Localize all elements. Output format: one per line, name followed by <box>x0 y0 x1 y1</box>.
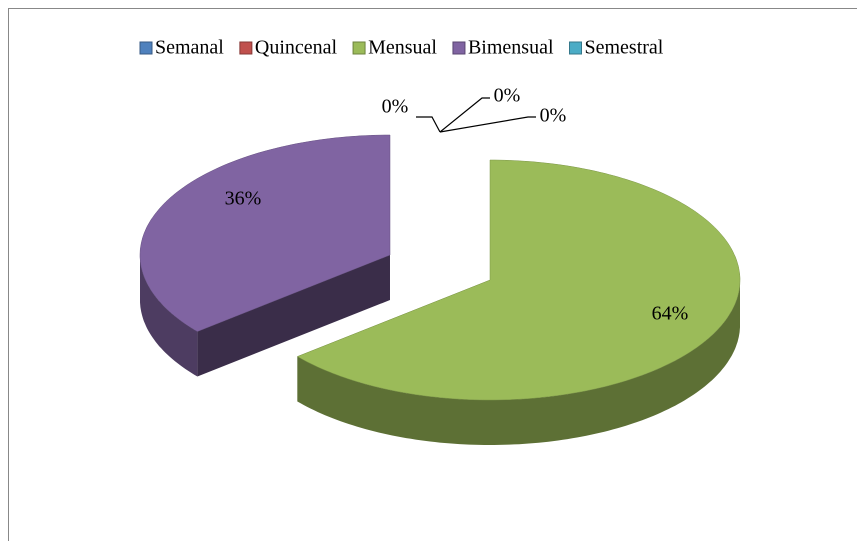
data-label: 0% <box>494 85 521 107</box>
legend-swatch <box>352 41 366 55</box>
legend: Semanal Quincenal Mensual Bimensual Semestra… <box>139 37 664 59</box>
slice <box>296 159 741 401</box>
legend-label: Semestral <box>585 37 664 59</box>
data-label: 0% <box>540 105 567 127</box>
leader-line <box>439 97 490 133</box>
legend-label: Semanal <box>155 37 224 59</box>
leader-line <box>439 116 536 133</box>
legend-swatch <box>239 41 253 55</box>
chart-frame <box>8 8 857 541</box>
slice-side <box>297 280 740 445</box>
legend-label: Mensual <box>368 37 437 59</box>
legend-swatch <box>452 41 466 55</box>
legend-swatch <box>569 41 582 55</box>
legend-label: Bimensual <box>468 37 554 59</box>
data-label: 36% <box>225 188 262 210</box>
data-label: 64% <box>652 303 689 325</box>
slice <box>139 134 391 332</box>
data-label: 0% <box>382 96 409 118</box>
legend-label: Quincenal <box>255 37 338 59</box>
pie <box>139 134 741 445</box>
leader-line <box>416 116 441 133</box>
leader-lines <box>416 97 536 133</box>
data-labels: 0% 0% 64% 36% 0% <box>225 85 689 325</box>
slice-side <box>197 255 390 377</box>
legend-swatch <box>139 41 153 55</box>
slice-side <box>140 255 198 377</box>
